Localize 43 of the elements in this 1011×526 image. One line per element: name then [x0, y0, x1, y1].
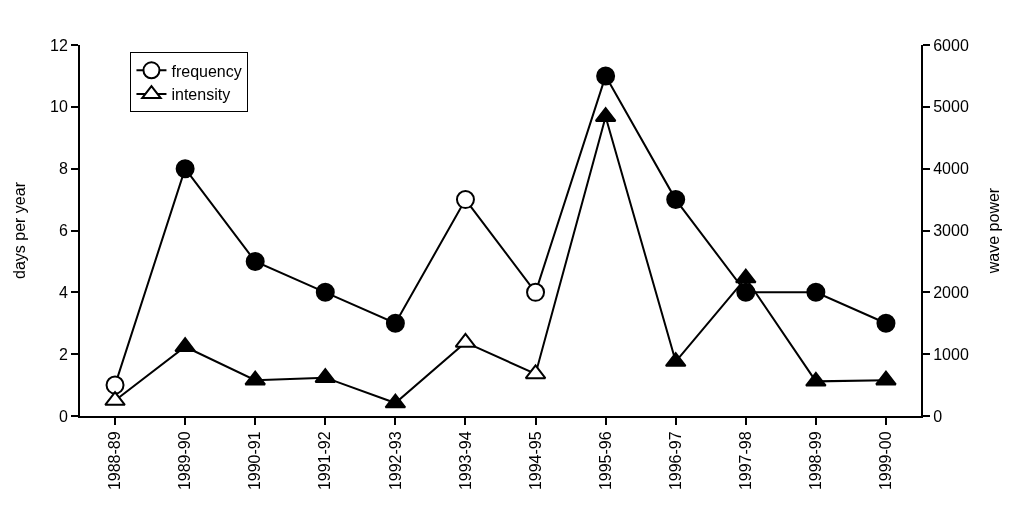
legend-label: frequency	[171, 62, 242, 80]
y-tick-label: 0	[58, 407, 68, 425]
x-tick-label: 1997-98	[736, 431, 754, 491]
point	[806, 282, 826, 302]
x-tick-label: 1990-91	[246, 431, 264, 491]
x-tick-label: 1988-89	[106, 431, 124, 491]
y2-tick-label: 0	[933, 407, 943, 425]
x-tick-label: 1992-93	[386, 431, 404, 491]
point	[245, 251, 265, 271]
x-tick-label: 1999-00	[877, 431, 895, 491]
y-tick-label: 8	[58, 160, 68, 178]
point	[455, 190, 475, 210]
x-tick-label: 1998-99	[807, 431, 825, 491]
x-tick-label: 1994-95	[526, 431, 544, 491]
point	[875, 370, 897, 386]
point	[596, 66, 616, 86]
x-tick-label: 1991-92	[316, 431, 334, 491]
y-tick-label: 6	[58, 222, 68, 240]
point	[666, 190, 686, 210]
x-tick-label: 1996-97	[666, 431, 684, 491]
x-tick-label: 1989-90	[176, 431, 194, 491]
y-tick-label: 4	[58, 283, 68, 301]
y2-tick-label: 1000	[933, 345, 969, 363]
x-tick-label: 1995-96	[596, 431, 614, 491]
point	[385, 313, 405, 333]
x-tick-label: 1993-94	[456, 431, 474, 491]
y2-tick-label: 3000	[933, 222, 969, 240]
y2-axis-title: wave power	[985, 187, 1003, 275]
point	[315, 282, 335, 302]
point	[105, 375, 125, 395]
y2-tick-label: 2000	[933, 283, 969, 301]
y2-tick-label: 5000	[933, 98, 969, 116]
y-tick-label: 12	[50, 36, 68, 54]
point	[526, 282, 546, 302]
y-tick-label: 10	[50, 98, 68, 116]
y2-tick-label: 4000	[933, 160, 969, 178]
point	[805, 371, 827, 387]
point	[175, 159, 195, 179]
point	[876, 313, 896, 333]
y-tick-label: 2	[58, 345, 68, 363]
y-axis-title: days per year	[11, 181, 29, 279]
legend-label: intensity	[171, 86, 231, 104]
y2-tick-label: 6000	[933, 36, 969, 54]
